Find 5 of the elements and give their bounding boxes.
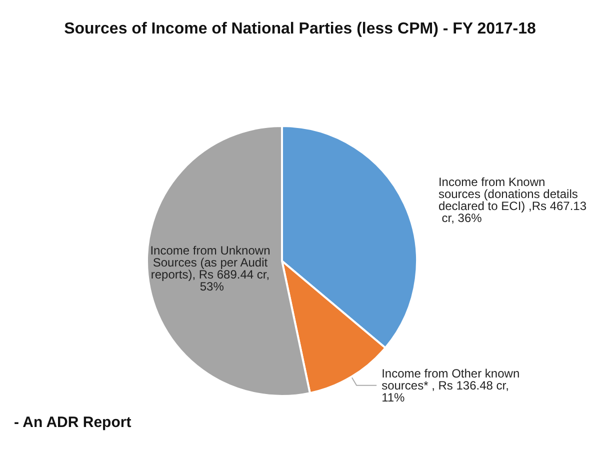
chart-title: Sources of Income of National Parties (less CPM) - FY 2017-18 xyxy=(64,20,536,38)
slice-label: Income from Other known sources* , Rs 136.48 cr, 11% xyxy=(382,366,523,404)
slice-label: Income from Unknown Sources (as per Audit reports), Rs 689.44 cr, 53% xyxy=(150,243,274,294)
text: - An ADR Report xyxy=(14,414,132,431)
slice-label: Income from Known sources (donations details declared to ECI) ,Rs 467.13 cr, 36% xyxy=(438,174,587,225)
